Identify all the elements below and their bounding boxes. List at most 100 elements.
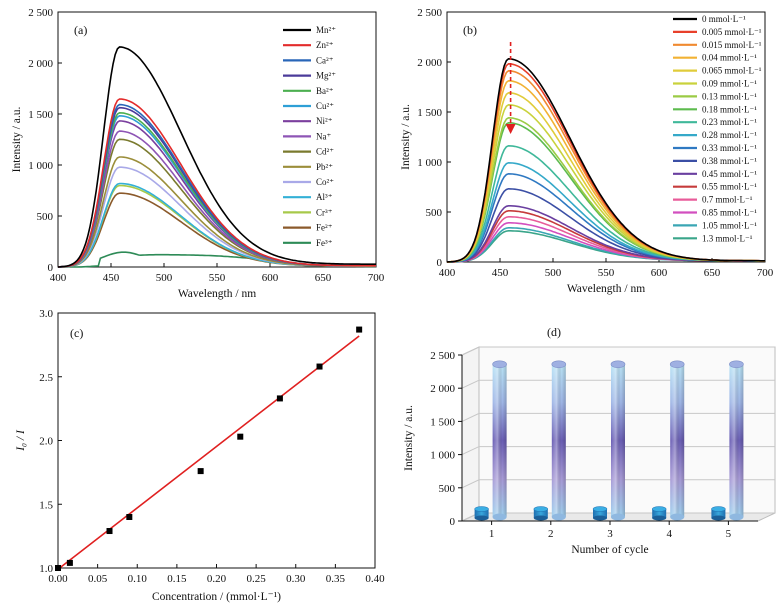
y-tick-label: 2 000 [417,57,442,69]
cylinder-top [729,360,744,369]
y-tick-label: 1 000 [28,160,53,172]
y-tick-label: 2 500 [28,7,53,19]
cylinder-shade [611,364,625,517]
x-tick-label: 0.00 [48,573,68,585]
x-tick-label: 4 [666,528,672,540]
legend-entry: 1.3 mmol·L⁻¹ [702,233,753,243]
legend-entry: Pb²⁺ [316,162,333,172]
x-tick-label: 600 [262,272,279,284]
cylinder-top [610,360,626,369]
y-tick-label: 2.0 [39,436,53,448]
x-axis-title: Number of cycle [571,544,648,556]
x-tick-label: 400 [50,272,67,284]
y-tick-label: 2.5 [39,372,53,384]
y-tick-label: 1 000 [417,157,442,169]
legend-entry: Zn²⁺ [316,40,334,50]
y-axis-title: Intensity / a.u. [400,104,412,170]
data-point [126,514,133,520]
legend-entry: Al³⁺ [316,192,333,202]
legend-entry: 0.45 mmol·L⁻¹ [702,169,757,179]
x-tick-label: 2 [548,528,554,540]
x-tick-label: 0.30 [286,573,306,585]
panel-label: (b) [463,23,477,37]
disk-bar [652,509,667,518]
legend-entry: Ba²⁺ [316,86,334,96]
series-line [57,98,376,268]
plot-frame [57,312,376,569]
panel-label: (c) [70,326,83,340]
series-line [57,46,376,268]
x-tick-label: 5 [726,528,732,540]
legend-entry: 0.18 mmol·L⁻¹ [702,104,757,114]
cylinder-shade [670,364,685,517]
legend-entry: 0.38 mmol·L⁻¹ [702,156,757,166]
legend-entry: Ni²⁺ [316,116,333,126]
x-axis-title: Concentration / (mmol·L⁻¹) [152,591,281,603]
x-tick-label: 400 [439,267,456,279]
disk-base [593,515,607,521]
panel-d: 0 500 1 000 1 500 2 000 2 500 1 2 3 4 5 (d) Number o… [403,325,776,556]
x-tick-label: 550 [209,272,226,284]
legend-entry: 0.23 mmol·L⁻¹ [702,117,757,127]
legend-entry: 0.33 mmol·L⁻¹ [702,143,757,153]
legend-entry: 0.04 mmol·L⁻¹ [702,53,757,63]
data-point [276,395,283,402]
y-axis-title: I₀ / I [15,429,27,452]
y-tick-label: 3.0 [39,308,53,320]
data-point [66,559,73,566]
back-wall [478,346,776,514]
disk-bar [474,509,489,518]
data-point [316,363,323,370]
x-tick-label: 650 [315,272,332,284]
x-tick-label: 1 [489,528,495,540]
panel-label: (d) [547,325,561,339]
x-tick-label: 600 [651,267,668,279]
data-point [237,433,244,440]
cylinder-shade [551,364,566,517]
disk-bar [593,509,607,518]
legend-entry: Cd²⁺ [316,147,334,157]
legend-entry: 0.7 mmol·L⁻¹ [702,195,753,205]
x-tick-label: 3 [607,528,613,540]
x-tick-label: 0.10 [128,573,148,585]
x-tick-label: 0.05 [88,573,108,585]
disk-base [711,515,726,521]
x-axis-title: Wavelength / nm [567,283,645,295]
legend-entry: 0.85 mmol·L⁻¹ [702,208,757,218]
x-tick-label: 0.35 [326,573,346,585]
y-tick-label: 1 000 [430,450,455,462]
data-point [106,528,113,535]
legend-entry: Fe²⁺ [316,223,333,233]
legend-entry: 0.015 mmol·L⁻¹ [702,40,762,50]
disk-bar [711,509,726,518]
decrease-arrowhead [505,124,516,134]
x-tick-label: 700 [368,272,385,284]
legend-entry: Fe³⁺ [316,238,333,248]
y-tick-label: 1.0 [39,563,53,575]
cylinder-shade [492,364,507,517]
y-tick-label: 1 500 [28,109,53,121]
x-tick-label: 0.25 [247,573,267,585]
y-tick-label: 0 [48,262,54,274]
disk-top [533,506,549,512]
legend-entry: Na⁺ [316,131,331,141]
y-tick-label: 1 500 [430,416,455,428]
legend-entry: 1.05 mmol·L⁻¹ [702,220,757,230]
legend-entry: Cu²⁺ [316,101,334,111]
y-tick-label: 500 [426,207,443,219]
x-tick-label: 500 [545,267,562,279]
panel-a: 400 450 500 550 600 650 700 0 500 1 000 1 500 2 000… [11,7,385,300]
x-tick-label: 450 [103,272,120,284]
y-tick-label: 500 [439,483,456,495]
y-axis-title: Intensity / a.u. [11,106,23,172]
legend-entry: 0 mmol·L⁻¹ [702,14,746,24]
legend-entry: 0.09 mmol·L⁻¹ [702,79,757,89]
cylinder-base [670,513,685,521]
x-tick-label: 650 [704,267,721,279]
x-axis-title: Wavelength / nm [178,288,256,300]
y-tick-label: 500 [37,211,54,223]
disk-bar [533,509,548,518]
series-line [446,57,765,263]
cylinder-base [611,513,625,521]
disk-base [652,515,667,521]
